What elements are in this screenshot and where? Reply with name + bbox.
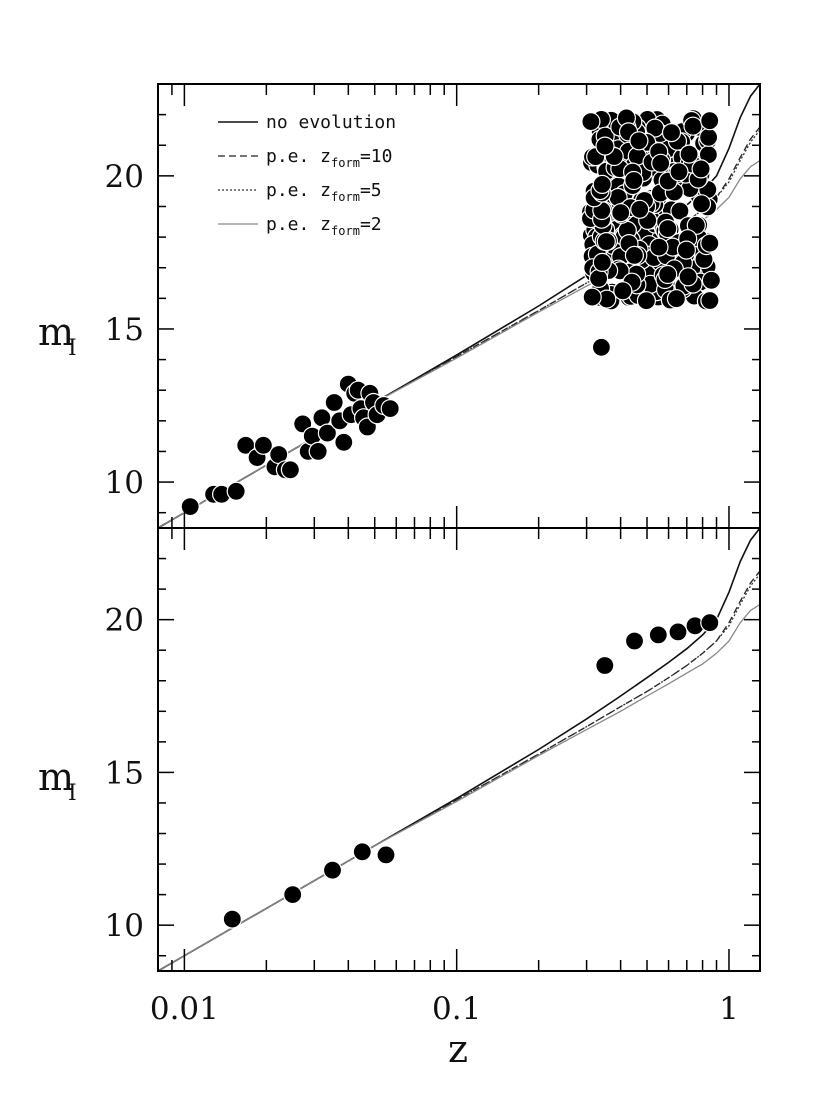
top-ytick-label: 10 (105, 465, 144, 501)
bottom-frame (157, 527, 761, 972)
top-cloud-point (592, 252, 612, 272)
bottom-data-point (352, 842, 372, 862)
top-cloud-point (582, 287, 602, 307)
bottom-line-pe-zform10 (157, 570, 761, 972)
top-cloud-point (700, 290, 720, 311)
top-y-axis-subscript: I (68, 336, 77, 361)
top-cloud-point (686, 215, 706, 235)
top-data-point (334, 432, 354, 452)
top-cloud-point (669, 162, 689, 182)
top-data-points (180, 108, 722, 517)
bottom-ytick-label: 20 (105, 603, 144, 639)
top-data-point (317, 423, 337, 443)
top-data-point (324, 392, 344, 413)
top-cloud-point (679, 144, 699, 164)
top-cloud-point (658, 264, 678, 285)
bottom-line-no-evolution (157, 527, 761, 972)
top-data-point (253, 435, 273, 455)
top-axes: 10 15 20 (105, 83, 761, 529)
bottom-y-axis-title: m (38, 755, 74, 799)
top-cloud-point (630, 199, 650, 219)
bottom-data-point (700, 613, 720, 633)
top-cloud-point (592, 174, 612, 194)
bottom-data-point (283, 884, 303, 905)
top-cloud-point (649, 237, 669, 257)
bottom-data-point (322, 860, 343, 880)
top-cloud-point (611, 203, 631, 223)
legend: no evolution p.e. zform=10 p.e. zform=5 p.e… (218, 112, 396, 238)
top-data-point (700, 233, 720, 253)
top-data-point (226, 481, 246, 501)
bottom-data-point (668, 622, 688, 642)
top-cloud-point (691, 194, 712, 214)
bottom-xtick-label: 0.1 (432, 991, 481, 1027)
top-cloud-point (666, 289, 687, 309)
top-cloud-point (629, 131, 649, 151)
bottom-y-axis-subscript: I (68, 781, 77, 806)
bottom-axes: 10 15 20 0.01 0.1 1 (105, 527, 761, 1027)
legend-label-1: p.e. zform=10 (266, 146, 392, 170)
top-cloud-point (658, 219, 678, 239)
top-cloud-point (624, 245, 645, 265)
bottom-line-pe-zform2 (157, 603, 761, 972)
bottom-data-point (648, 625, 668, 645)
top-data-point (180, 497, 200, 517)
top-cloud-point (698, 127, 719, 147)
bottom-model-lines (157, 527, 761, 972)
bottom-xtick-label: 1 (719, 991, 739, 1027)
top-ytick-label: 15 (105, 312, 144, 348)
top-data-point (591, 337, 612, 357)
bottom-panel: 10 15 20 0.01 0.1 1 m I z (38, 527, 761, 1071)
top-panel: no evolution p.e. zform=10 p.e. zform=5 p.e… (38, 83, 761, 529)
top-cloud-point (651, 153, 671, 173)
top-cloud-point (624, 170, 644, 191)
top-cloud-point (678, 267, 698, 287)
top-cloud-point (676, 240, 697, 260)
top-cloud-point (701, 270, 722, 290)
top-cloud-point (661, 123, 682, 143)
top-cloud-point (613, 281, 633, 301)
top-cloud-point (596, 232, 616, 252)
bottom-ytick-label: 10 (105, 908, 144, 944)
top-cloud-point (683, 116, 703, 136)
bottom-data-points (222, 613, 720, 929)
top-data-point (308, 441, 328, 461)
top-cloud-point (636, 291, 657, 311)
top-cloud-point (691, 159, 711, 179)
bottom-ytick-label: 15 (105, 755, 144, 791)
bottom-data-point (222, 909, 242, 929)
legend-label-3: p.e. zform=2 (266, 214, 382, 238)
bottom-data-point (376, 845, 396, 865)
bottom-data-point (595, 655, 615, 676)
top-data-point (280, 460, 300, 480)
top-cloud-point (595, 136, 615, 156)
top-data-point (380, 399, 400, 419)
top-cloud-point (670, 201, 690, 221)
top-ytick-label: 20 (105, 159, 144, 195)
bottom-xtick-label: 0.01 (150, 991, 219, 1027)
top-cloud-point (700, 111, 720, 131)
legend-label-0: no evolution (266, 112, 396, 133)
top-cloud-point (588, 268, 609, 288)
top-cloud-point (581, 111, 601, 132)
legend-label-2: p.e. zform=5 (266, 180, 382, 204)
x-axis-title: z (448, 1027, 468, 1071)
top-y-axis-title: m (38, 310, 74, 354)
bottom-data-point (624, 631, 645, 651)
